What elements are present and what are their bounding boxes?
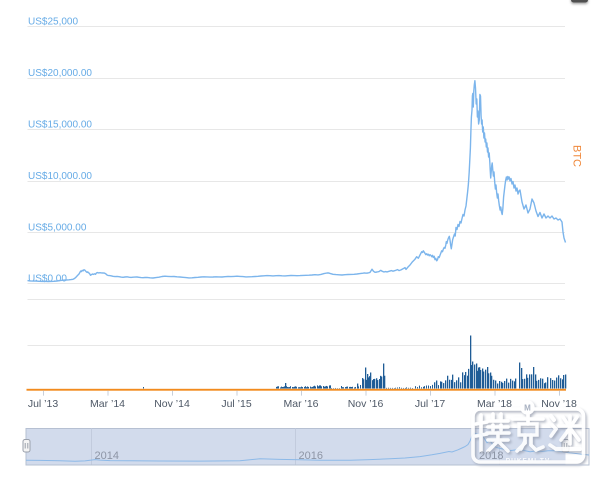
svg-text:US$20,000.00: US$20,000.00 <box>28 68 92 79</box>
svg-text:M: M <box>524 404 531 413</box>
svg-text:2016: 2016 <box>299 450 323 462</box>
svg-text:PUKEMI.TV: PUKEMI.TV <box>506 458 550 465</box>
svg-text:US$0.00: US$0.00 <box>28 274 67 285</box>
svg-text:Jul ’15: Jul ’15 <box>221 398 252 410</box>
svg-text:US$5,000.00: US$5,000.00 <box>28 223 87 234</box>
svg-text:Nov ’14: Nov ’14 <box>154 398 190 410</box>
svg-text:2014: 2014 <box>95 450 119 462</box>
svg-text:US$10,000.00: US$10,000.00 <box>28 171 92 182</box>
svg-text:US$15,000.00: US$15,000.00 <box>28 120 92 131</box>
svg-text:2018: 2018 <box>479 450 503 462</box>
svg-text:BTC: BTC <box>571 145 583 167</box>
svg-text:Jul ’17: Jul ’17 <box>415 398 446 410</box>
svg-text:Mar ’14: Mar ’14 <box>90 398 125 410</box>
svg-text:Nov ’16: Nov ’16 <box>348 398 384 410</box>
svg-text:Mar ’16: Mar ’16 <box>283 398 318 410</box>
svg-text:Jul ’13: Jul ’13 <box>28 398 59 410</box>
svg-text:US$25,000: US$25,000 <box>28 17 78 28</box>
